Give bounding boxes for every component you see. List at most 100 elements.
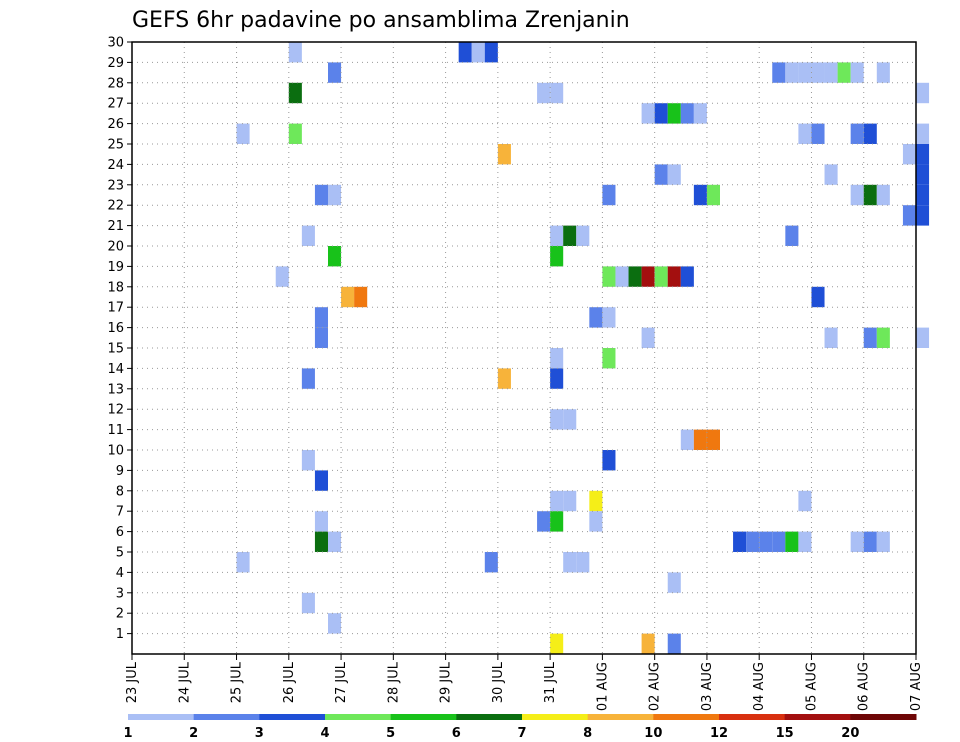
precip-cell	[850, 62, 864, 83]
y-tick-label: 12	[107, 403, 124, 418]
precip-cell	[693, 429, 707, 450]
x-tick-label: 28 JUL	[386, 661, 401, 703]
precip-cell	[328, 246, 342, 267]
precip-cell	[314, 184, 328, 206]
colorbar-swatch	[456, 714, 523, 720]
precip-cell	[236, 123, 250, 144]
precip-cell	[589, 511, 603, 532]
precip-cell	[746, 531, 760, 552]
precip-cell	[916, 123, 930, 144]
precip-cell	[811, 123, 825, 144]
y-tick-label: 23	[107, 178, 124, 193]
precip-cell	[850, 123, 864, 144]
colorbar-swatch	[193, 714, 260, 720]
precip-cell	[798, 123, 812, 144]
x-tick-label: 25 JUL	[230, 661, 245, 703]
precip-cell	[550, 82, 564, 104]
x-tick-label: 04 AUG	[752, 662, 767, 711]
precip-cell	[641, 327, 655, 348]
y-tick-label: 25	[107, 138, 124, 153]
x-tick-label: 05 AUG	[804, 662, 819, 711]
precip-cell	[902, 205, 916, 226]
precip-cell	[798, 531, 812, 552]
precip-cell	[916, 327, 930, 348]
precip-cell	[824, 164, 838, 185]
x-tick-label: 24 JUL	[177, 661, 192, 703]
precip-cell	[354, 286, 368, 308]
precip-cell	[916, 144, 930, 165]
precip-cell	[641, 103, 655, 124]
precip-cell	[916, 205, 930, 226]
precip-cell	[576, 225, 590, 246]
precip-cell	[654, 103, 668, 124]
precip-cell	[602, 266, 616, 287]
colorbar-swatch	[522, 714, 589, 720]
precip-cell	[328, 613, 342, 634]
colorbar-label: 15	[776, 726, 794, 741]
precip-cell	[471, 42, 485, 63]
precip-cell	[288, 82, 302, 104]
precip-cell	[706, 429, 720, 450]
precip-cell	[680, 266, 694, 287]
precip-cell	[863, 123, 877, 144]
y-tick-label: 3	[116, 586, 124, 601]
y-tick-label: 21	[107, 219, 124, 234]
precip-cell	[550, 511, 564, 532]
colorbar-swatch	[850, 714, 917, 720]
precip-cell	[484, 552, 498, 573]
precip-cell	[680, 103, 694, 124]
colorbar-swatch	[587, 714, 654, 720]
colorbar-label: 2	[189, 726, 198, 741]
y-tick-label: 22	[107, 199, 124, 214]
chart-title: GEFS 6hr padavine po ansamblima Zrenjani…	[132, 8, 630, 33]
y-tick-label: 2	[116, 607, 124, 622]
precip-cell	[811, 286, 825, 308]
y-tick-label: 4	[116, 566, 124, 581]
x-tick-label: 02 AUG	[648, 662, 663, 711]
colorbar-swatch	[128, 714, 195, 720]
precip-cell	[876, 531, 890, 552]
precip-cell	[785, 531, 799, 552]
y-tick-label: 11	[107, 423, 124, 438]
precip-cell	[550, 225, 564, 246]
precip-cell	[850, 531, 864, 552]
precip-cell	[772, 531, 786, 552]
precip-cell	[902, 144, 916, 165]
colorbar-label: 4	[320, 726, 329, 741]
y-tick-label: 14	[107, 362, 124, 377]
y-tick-label: 29	[107, 56, 124, 71]
precip-cell	[785, 225, 799, 246]
colorbar-label: 7	[517, 726, 526, 741]
precip-cell	[824, 62, 838, 83]
precip-cell	[550, 490, 564, 512]
precip-cell	[667, 572, 681, 593]
x-tick-label: 07 AUG	[909, 662, 924, 711]
precip-cell	[667, 266, 681, 287]
y-tick-label: 17	[107, 301, 124, 316]
colorbar: 1 2 3 4 5 6 7 8 10 12 15 20	[123, 714, 917, 741]
precip-cell	[876, 62, 890, 83]
y-tick-label: 10	[107, 444, 124, 459]
y-tick-label: 16	[107, 321, 124, 336]
precip-cell	[916, 164, 930, 185]
y-tick-label: 24	[107, 158, 124, 173]
y-tick-label: 15	[107, 342, 124, 357]
precip-cell	[301, 592, 315, 614]
precip-cell	[236, 552, 250, 573]
precip-cell	[537, 82, 551, 104]
precip-cell	[550, 246, 564, 267]
precip-cell	[772, 62, 786, 83]
precip-cell	[550, 409, 564, 430]
colorbar-label: 8	[583, 726, 592, 741]
colorbar-swatch	[390, 714, 457, 720]
grid-lines	[132, 42, 916, 654]
y-tick-label: 9	[116, 464, 124, 479]
precip-cell	[798, 62, 812, 83]
colorbar-label: 3	[255, 726, 264, 741]
precip-cell	[916, 82, 930, 104]
precip-cell	[798, 490, 812, 512]
precip-cell	[314, 511, 328, 532]
colorbar-swatch	[784, 714, 851, 720]
precip-cell	[654, 266, 668, 287]
colorbar-swatch	[259, 714, 326, 720]
